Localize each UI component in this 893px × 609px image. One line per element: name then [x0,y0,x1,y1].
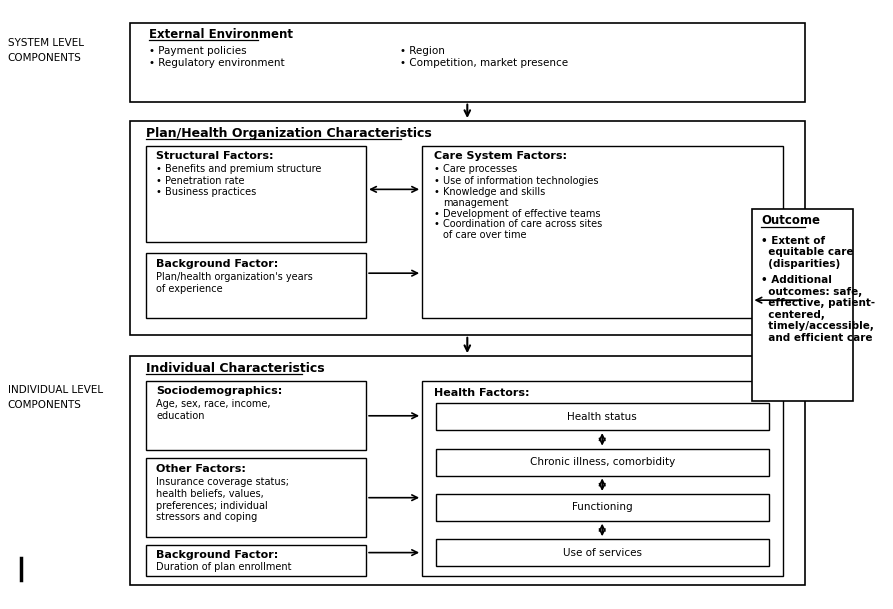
Text: and efficient care: and efficient care [761,333,872,343]
Text: Background Factor:: Background Factor: [156,259,279,269]
FancyBboxPatch shape [146,545,366,576]
Text: Background Factor:: Background Factor: [156,550,279,560]
Text: • Use of information technologies: • Use of information technologies [434,176,598,186]
Text: • Payment policies: • Payment policies [149,46,247,56]
Text: • Business practices: • Business practices [156,188,256,197]
Text: External Environment: External Environment [149,29,293,41]
Text: Sociodemographics:: Sociodemographics: [156,386,282,396]
Text: • Competition, market presence: • Competition, market presence [400,58,568,68]
FancyBboxPatch shape [130,121,805,335]
Text: • Coordination of care across sites: • Coordination of care across sites [434,219,602,229]
Text: management: management [443,198,509,208]
Text: • Benefits and premium structure: • Benefits and premium structure [156,164,321,174]
FancyBboxPatch shape [437,494,769,521]
FancyBboxPatch shape [146,146,366,242]
FancyBboxPatch shape [437,449,769,476]
FancyBboxPatch shape [146,253,366,317]
Text: (disparities): (disparities) [761,259,840,269]
FancyBboxPatch shape [130,23,805,102]
Text: equitable care: equitable care [761,247,854,257]
Text: Insurance coverage status;: Insurance coverage status; [156,477,289,487]
Text: Functioning: Functioning [572,502,632,512]
FancyBboxPatch shape [422,381,783,576]
Text: preferences; individual: preferences; individual [156,501,268,510]
Text: • Care processes: • Care processes [434,164,517,174]
Text: of care over time: of care over time [443,230,527,240]
Text: • Development of effective teams: • Development of effective teams [434,209,600,219]
Text: SYSTEM LEVEL
COMPONENTS: SYSTEM LEVEL COMPONENTS [8,38,84,63]
FancyBboxPatch shape [437,539,769,566]
Text: Individual Characteristics: Individual Characteristics [146,362,325,375]
Text: Care System Factors:: Care System Factors: [434,151,566,161]
Text: Other Factors:: Other Factors: [156,464,246,474]
Text: effective, patient-: effective, patient- [761,298,875,308]
Text: • Region: • Region [400,46,445,56]
Text: • Penetration rate: • Penetration rate [156,176,245,186]
Text: Age, sex, race, income,: Age, sex, race, income, [156,400,271,409]
Text: Chronic illness, comorbidity: Chronic illness, comorbidity [530,457,675,467]
FancyBboxPatch shape [437,403,769,430]
FancyBboxPatch shape [752,209,853,401]
Text: • Regulatory environment: • Regulatory environment [149,58,285,68]
Text: Plan/Health Organization Characteristics: Plan/Health Organization Characteristics [146,127,432,139]
Text: Health Factors:: Health Factors: [434,388,529,398]
Text: of experience: of experience [156,284,222,294]
Text: Structural Factors:: Structural Factors: [156,151,273,161]
FancyBboxPatch shape [422,146,783,317]
Text: education: education [156,411,204,421]
Text: Duration of plan enrollment: Duration of plan enrollment [156,562,292,572]
Text: stressors and coping: stressors and coping [156,512,257,522]
Text: Plan/health organization's years: Plan/health organization's years [156,272,313,282]
FancyBboxPatch shape [146,381,366,451]
Text: Use of services: Use of services [563,547,642,558]
Text: • Extent of: • Extent of [761,236,825,245]
Text: Outcome: Outcome [761,214,820,227]
Text: timely/accessible,: timely/accessible, [761,322,874,331]
Text: • Knowledge and skills: • Knowledge and skills [434,188,545,197]
Text: outcomes: safe,: outcomes: safe, [761,287,863,297]
Text: • Additional: • Additional [761,275,832,285]
FancyBboxPatch shape [130,356,805,585]
Text: INDIVIDUAL LEVEL
COMPONENTS: INDIVIDUAL LEVEL COMPONENTS [8,385,103,410]
FancyBboxPatch shape [146,458,366,537]
Text: health beliefs, values,: health beliefs, values, [156,489,263,499]
Text: centered,: centered, [761,310,825,320]
Text: Health status: Health status [567,412,637,422]
